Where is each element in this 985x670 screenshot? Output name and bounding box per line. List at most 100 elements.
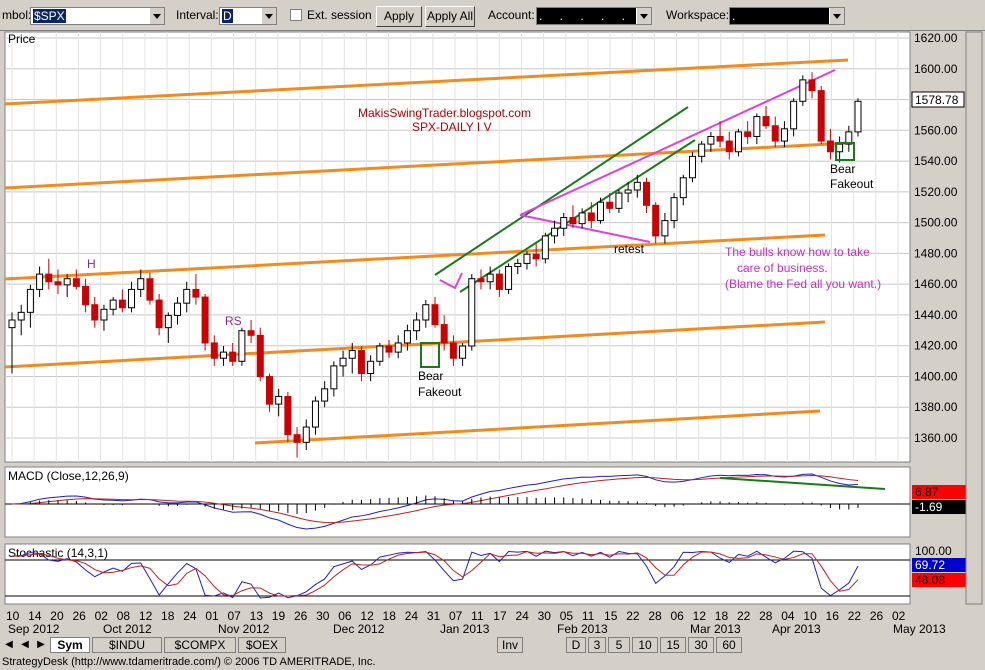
ext-session-label: Ext. session	[307, 8, 372, 22]
candle-body	[606, 201, 614, 209]
x-month-label: Jan 2013	[440, 622, 490, 636]
stoch-d-line	[11, 551, 859, 597]
candle-body	[698, 143, 706, 157]
symbol-combo[interactable]: $SPX	[30, 7, 165, 25]
candle-body	[643, 181, 650, 206]
x-month-label: Dec 2012	[333, 622, 385, 636]
candle-body	[385, 345, 393, 353]
candle-body	[597, 201, 605, 222]
candle-body	[183, 288, 191, 304]
candle-body	[403, 330, 411, 344]
macd-value-2: -1.69	[915, 500, 943, 514]
candle-body	[17, 311, 25, 321]
ext-session-checkbox[interactable]	[290, 9, 302, 21]
x-day-label: 06	[338, 609, 352, 623]
channel-line-bottom	[254, 409, 821, 445]
candle-body	[367, 360, 375, 375]
macd-divergence-line	[719, 477, 886, 490]
x-day-label: 28	[759, 609, 773, 623]
rs-label: RS	[225, 314, 242, 328]
symbol-label: mbol:	[2, 8, 32, 22]
x-month-label: Sep 2012	[8, 622, 60, 636]
interval-value: D	[222, 9, 233, 23]
candle-body	[174, 302, 182, 316]
candle-body	[394, 342, 402, 353]
tab-15[interactable]: 15	[660, 637, 686, 653]
candle-body	[229, 351, 237, 362]
chart-area[interactable]: Price 1620.001600.001580.001560.001540.0…	[0, 30, 985, 636]
candle-body	[376, 345, 384, 362]
chevron-down-icon[interactable]	[149, 8, 164, 24]
stoch-value-box-2	[912, 573, 977, 587]
macd-value-1: 6.87	[915, 485, 939, 499]
candle-body	[679, 177, 687, 199]
x-day-label: 26	[294, 609, 308, 623]
x-day-label: 10	[6, 609, 20, 623]
stoch-value-1: 100.00	[915, 544, 952, 558]
candle-body	[615, 192, 623, 209]
tab-compx[interactable]: $COMPX	[164, 637, 236, 653]
apply-all-button[interactable]: Apply All	[425, 6, 475, 27]
tab-60[interactable]: 60	[716, 637, 742, 653]
account-combo[interactable]: . . . . .	[536, 7, 652, 25]
chevron-down-icon[interactable]	[261, 8, 276, 24]
x-day-label: 04	[781, 609, 795, 623]
candle-body	[302, 426, 310, 443]
prev-arrow-icon[interactable]: ◀	[21, 639, 29, 650]
blog-text: MakisSwingTrader.blogspot.com	[358, 106, 531, 120]
price-tick-label: 1360.00	[914, 431, 958, 445]
x-day-label: 13	[250, 609, 264, 623]
candle-body	[8, 319, 16, 329]
candle-body	[514, 262, 522, 267]
candle-body	[817, 90, 825, 142]
apply-button[interactable]: Apply	[376, 6, 422, 27]
candle-body	[716, 135, 724, 142]
candle-body	[54, 281, 62, 286]
chevron-down-icon[interactable]	[636, 8, 651, 24]
x-day-label: 22	[626, 609, 640, 623]
candle-body	[652, 204, 660, 237]
x-day-label: 30	[316, 609, 330, 623]
stoch-panel	[4, 543, 911, 605]
interval-label: Interval:	[176, 8, 219, 22]
tab-30[interactable]: 30	[688, 637, 714, 653]
tab-5[interactable]: 5	[608, 637, 630, 653]
x-day-label: 31	[427, 609, 441, 623]
interval-combo[interactable]: D	[219, 7, 277, 25]
candle-body	[477, 278, 485, 283]
candle-body	[826, 140, 834, 153]
tab-sym[interactable]: Sym	[50, 637, 90, 653]
x-day-label: 11	[471, 609, 484, 623]
stoch-value-3: 48.08	[915, 573, 945, 587]
candle-body	[790, 100, 798, 130]
candle-body	[845, 131, 853, 145]
candle-body	[688, 155, 696, 179]
candle-body	[201, 296, 209, 344]
chevron-down-icon[interactable]	[829, 8, 844, 24]
vertical-scrollbar[interactable]	[965, 31, 983, 605]
x-day-label: 11	[582, 609, 595, 623]
tab-3[interactable]: 3	[588, 637, 606, 653]
tab-d[interactable]: D	[566, 637, 586, 653]
candle-body	[431, 304, 439, 326]
candle-body	[155, 299, 163, 329]
candle-body	[26, 288, 34, 313]
candle-body	[36, 273, 44, 290]
tab-inv[interactable]: Inv	[497, 637, 523, 653]
tab-indu[interactable]: $INDU	[92, 637, 162, 653]
channel-line-2	[4, 141, 849, 190]
candles	[8, 72, 862, 458]
x-day-label: 18	[161, 609, 175, 623]
x-day-label: 12	[139, 609, 153, 623]
candle-body	[836, 143, 844, 153]
first-arrow-icon[interactable]: ◀	[5, 639, 13, 650]
next-arrow-icon[interactable]: ▶	[37, 639, 45, 650]
tab-10[interactable]: 10	[632, 637, 658, 653]
tab-oex[interactable]: $OEX	[238, 637, 286, 653]
candle-body	[330, 365, 338, 390]
candle-body	[256, 334, 264, 378]
candle-body	[210, 342, 218, 359]
symbol-tabs: ◀ ◀ ▶ Sym $INDU $COMPX $OEX Inv D 3 5 10 15 30 60	[0, 636, 985, 654]
workspace-combo[interactable]: .	[729, 7, 845, 25]
workspace-value: .	[732, 9, 743, 23]
